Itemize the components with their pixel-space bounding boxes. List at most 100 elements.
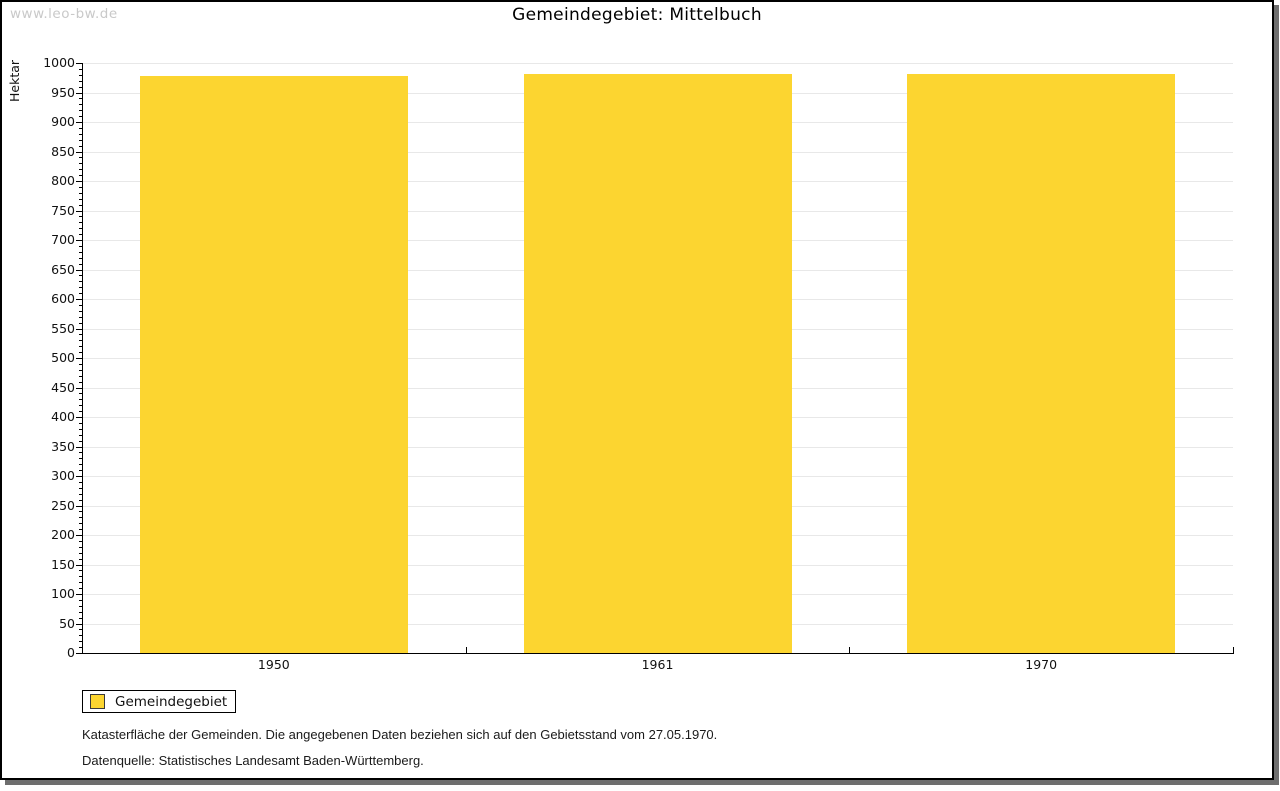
y-minor-tick <box>79 647 82 649</box>
y-major-tick <box>76 358 82 359</box>
y-minor-tick <box>79 399 82 401</box>
x-axis-line <box>82 653 1234 654</box>
y-minor-tick <box>79 80 82 82</box>
y-minor-tick <box>79 635 82 637</box>
y-minor-tick <box>79 74 82 76</box>
y-minor-tick <box>79 558 82 560</box>
y-minor-tick <box>79 310 82 312</box>
y-major-tick <box>76 653 82 654</box>
y-minor-tick <box>79 440 82 442</box>
y-minor-tick <box>79 275 82 277</box>
y-minor-tick <box>79 257 82 259</box>
y-tick-label: 400 <box>51 409 75 424</box>
y-minor-tick <box>79 605 82 607</box>
y-gridline <box>83 63 1233 64</box>
y-tick-label: 850 <box>51 143 75 159</box>
y-minor-tick <box>79 334 82 336</box>
y-major-tick <box>76 240 82 241</box>
y-minor-tick <box>79 452 82 454</box>
y-tick-label: 750 <box>51 202 75 218</box>
y-minor-tick <box>79 68 82 70</box>
y-minor-tick <box>79 393 82 395</box>
y-minor-tick <box>79 487 82 489</box>
y-tick-label: 0 <box>67 645 75 660</box>
y-minor-tick <box>79 464 82 466</box>
category-divider-tick <box>1233 647 1234 653</box>
y-tick-label: 800 <box>51 173 75 188</box>
footnote-note: Katasterfläche der Gemeinden. Die angege… <box>82 727 718 742</box>
y-tick-label: 900 <box>51 114 75 129</box>
y-axis-line <box>82 63 83 654</box>
y-minor-tick <box>79 104 82 106</box>
y-major-tick <box>76 594 82 595</box>
y-minor-tick <box>79 576 82 578</box>
y-major-tick <box>76 564 82 566</box>
y-minor-tick <box>79 428 82 430</box>
y-minor-tick <box>79 369 82 371</box>
watermark: www.leo-bw.de <box>10 6 118 22</box>
y-major-tick <box>76 417 82 418</box>
y-minor-tick <box>79 611 82 613</box>
y-minor-tick <box>79 198 82 200</box>
y-minor-tick <box>79 287 82 289</box>
y-tick-label: 250 <box>51 497 75 513</box>
y-tick-label: 700 <box>51 232 75 247</box>
y-minor-tick <box>79 481 82 483</box>
y-tick-label: 350 <box>51 438 75 454</box>
y-tick-label: 600 <box>51 291 75 306</box>
legend-label: Gemeindegebiet <box>115 693 228 710</box>
y-minor-tick <box>79 234 82 236</box>
y-minor-tick <box>79 381 82 383</box>
y-minor-tick <box>79 546 82 548</box>
y-major-tick <box>76 476 82 477</box>
y-minor-tick <box>79 139 82 141</box>
y-tick-label: 1000 <box>43 55 75 70</box>
y-minor-tick <box>79 458 82 460</box>
y-minor-tick <box>79 245 82 247</box>
y-minor-tick <box>79 263 82 265</box>
y-minor-tick <box>79 629 82 631</box>
y-major-tick <box>76 535 82 536</box>
y-minor-tick <box>79 175 82 177</box>
y-minor-tick <box>79 617 82 619</box>
y-tick-label: 450 <box>51 379 75 395</box>
y-major-tick <box>76 122 82 123</box>
y-minor-tick <box>79 216 82 218</box>
y-minor-tick <box>79 186 82 188</box>
y-axis-label: Hektar <box>7 59 22 102</box>
y-minor-tick <box>79 98 82 100</box>
y-minor-tick <box>79 281 82 283</box>
y-minor-tick <box>79 570 82 572</box>
y-major-tick <box>76 151 82 153</box>
x-tick-label: 1961 <box>641 657 674 672</box>
y-minor-tick <box>79 228 82 230</box>
y-major-tick <box>76 623 82 625</box>
y-minor-tick <box>79 293 82 295</box>
y-minor-tick <box>79 133 82 135</box>
y-minor-tick <box>79 405 82 407</box>
y-minor-tick <box>79 517 82 519</box>
y-minor-tick <box>79 163 82 165</box>
y-minor-tick <box>79 116 82 118</box>
y-tick-label: 100 <box>51 586 75 601</box>
y-major-tick <box>76 387 82 389</box>
y-minor-tick <box>79 169 82 171</box>
y-minor-tick <box>79 222 82 224</box>
category-divider-tick <box>465 647 467 653</box>
y-minor-tick <box>79 499 82 501</box>
y-minor-tick <box>79 493 82 495</box>
y-tick-label: 200 <box>51 527 75 542</box>
y-major-tick <box>76 446 82 448</box>
y-major-tick <box>76 328 82 330</box>
y-minor-tick <box>79 511 82 513</box>
y-minor-tick <box>79 422 82 424</box>
y-minor-tick <box>79 411 82 413</box>
chart-title: Gemeindegebiet: Mittelbuch <box>512 5 762 25</box>
footnote-datasource: Datenquelle: Statistisches Landesamt Bad… <box>82 753 424 768</box>
y-minor-tick <box>79 322 82 324</box>
y-minor-tick <box>79 552 82 554</box>
y-minor-tick <box>79 641 82 643</box>
y-minor-tick <box>79 157 82 159</box>
